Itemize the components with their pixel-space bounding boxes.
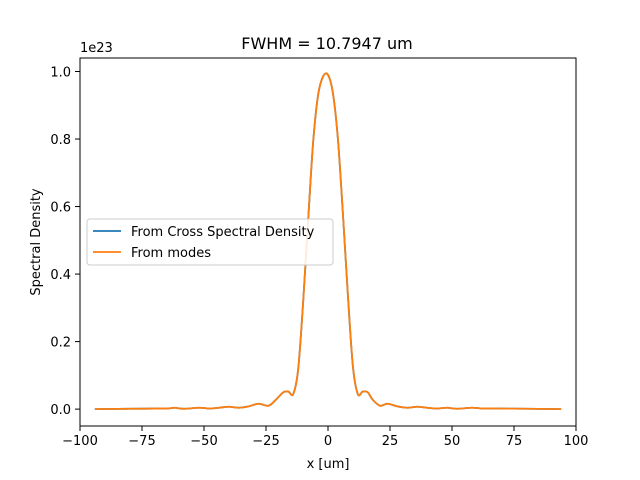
y-offset-text: 1e23	[80, 41, 113, 56]
x-tick-label: 0	[324, 434, 332, 449]
x-tick-label: −100	[62, 434, 98, 449]
plot-frame	[79, 57, 577, 427]
legend: From Cross Spectral Density From modes	[86, 218, 334, 266]
x-tick-label: 100	[564, 434, 589, 449]
series-lines	[94, 72, 562, 411]
y-axis-label: Spectral Density	[29, 188, 44, 296]
y-tick-label: 0.2	[50, 336, 71, 351]
y-tick-label: 0.6	[50, 201, 71, 216]
y-axis-ticks: 0.0 0.2 0.4 0.6 0.8 1.0	[50, 66, 80, 418]
y-tick-label: 0.8	[50, 133, 71, 148]
legend-box	[86, 218, 334, 266]
series-line-modes	[94, 72, 562, 411]
y-tick-label: 1.0	[50, 66, 71, 81]
y-tick-label: 0.4	[50, 268, 71, 283]
x-tick-label: 50	[444, 434, 461, 449]
x-axis-label: x [um]	[307, 457, 350, 472]
x-tick-label: 25	[382, 434, 399, 449]
x-axis-ticks: −100 −75 −50 −25 0 25 50 75 100	[62, 426, 588, 449]
legend-label-modes: From modes	[131, 246, 211, 261]
chart-title: FWHM = 10.7947 um	[241, 34, 412, 53]
y-tick-label: 0.0	[50, 403, 71, 418]
x-tick-label: −50	[190, 434, 217, 449]
x-tick-label: −75	[128, 434, 155, 449]
legend-label-cross-spectral: From Cross Spectral Density	[131, 225, 315, 240]
x-tick-label: −25	[252, 434, 279, 449]
x-tick-label: 75	[506, 434, 523, 449]
